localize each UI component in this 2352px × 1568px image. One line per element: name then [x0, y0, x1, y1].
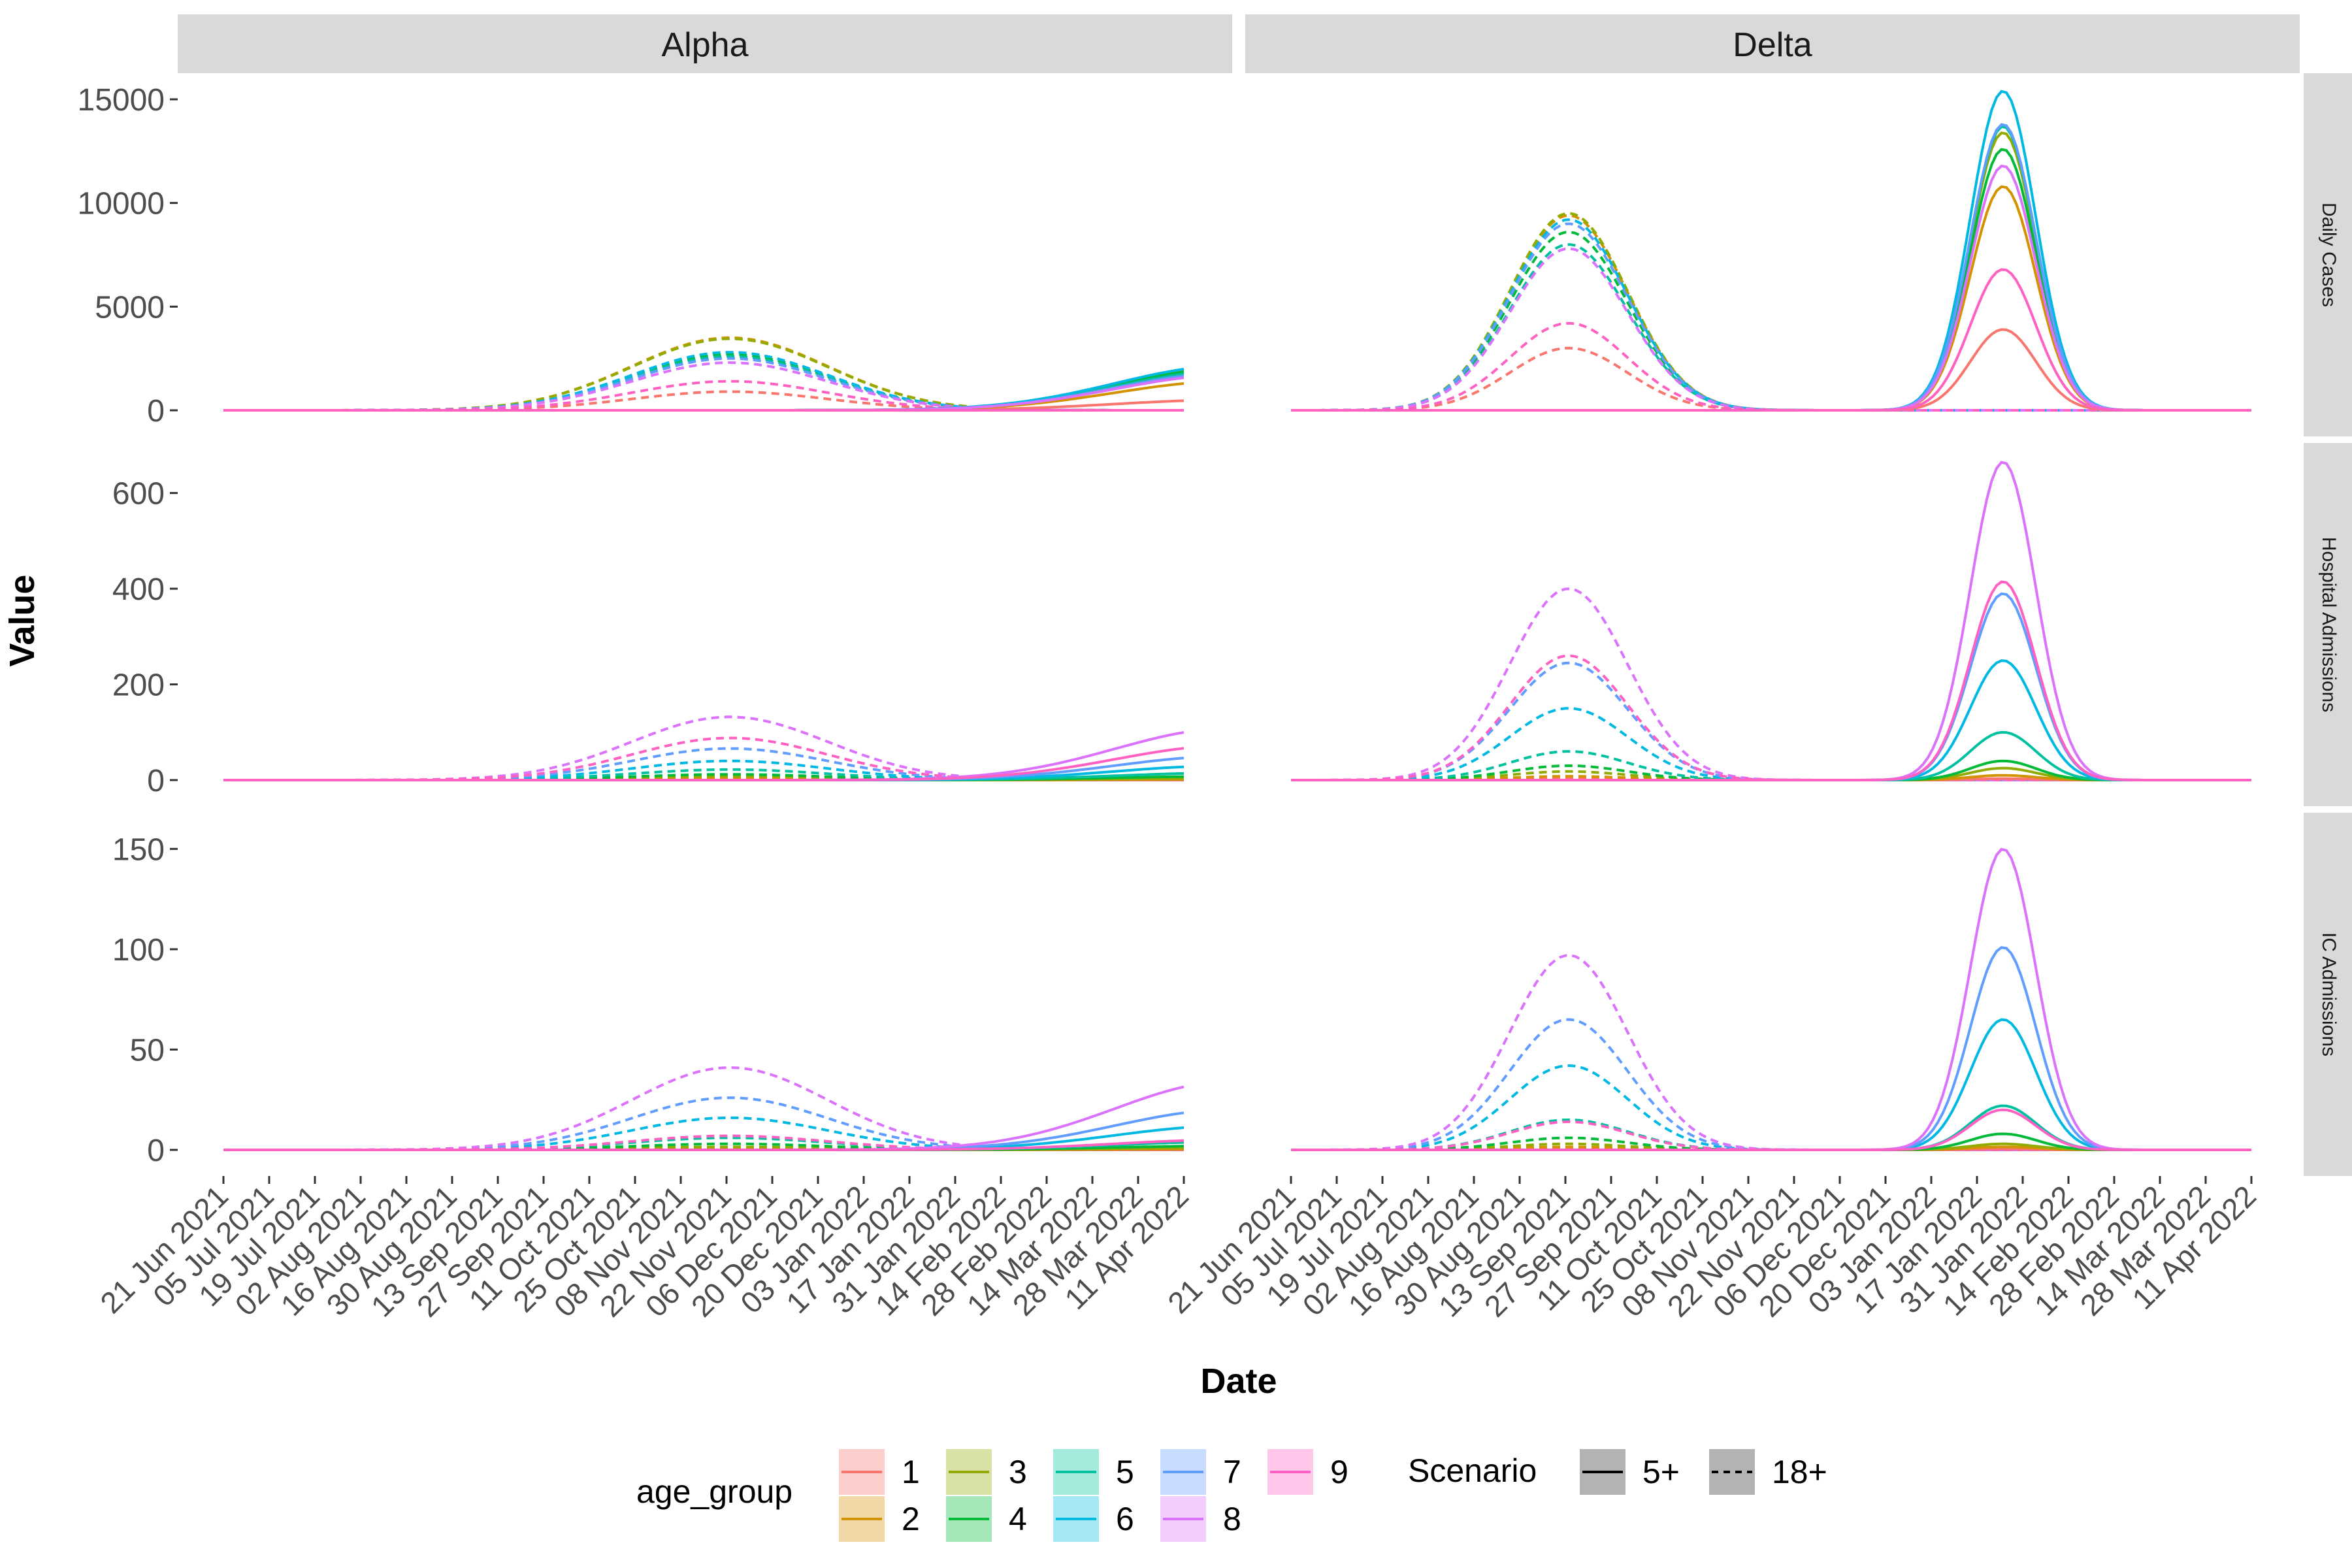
legend-label-age-6: 6: [1116, 1501, 1134, 1537]
legend-label-age-7: 7: [1223, 1454, 1241, 1490]
series-group-alpha-ic-admissions-5: [223, 1085, 1184, 1151]
panel-alpha-hospital-admissions: [178, 443, 1232, 806]
series-line-age-9: [1291, 268, 2251, 412]
y-tick-label: 400: [112, 572, 165, 607]
series-group-delta-ic-admissions-5: [1291, 847, 2251, 1151]
strip-daily-cases: [2304, 73, 2352, 436]
facet-strips: Alpha Delta Daily Cases Hospital Admissions…: [178, 14, 2352, 1176]
series-group-delta-hospital-admissions-5: [1291, 461, 2251, 781]
strip-label-hospital-admissions: Hospital Admissions: [2318, 537, 2340, 712]
strip-label-delta: Delta: [1733, 26, 1812, 64]
series-line-age-9: [223, 747, 1184, 781]
strip-delta: [1245, 14, 2300, 74]
legend-label-scenario-18: 18+: [1772, 1454, 1827, 1490]
strip-label-daily-cases: Daily Cases: [2318, 203, 2340, 307]
y-tick-label: 150: [112, 832, 165, 867]
y-axes: 0 5000 10000 15000 0 200 400 600 0 50 100 150: [78, 83, 178, 1168]
legend-label-age-5: 5: [1116, 1454, 1134, 1490]
panel-alpha-daily-cases: [178, 73, 1232, 436]
legend-title-age-group: age_group: [636, 1473, 792, 1510]
legend-label-age-1: 1: [902, 1454, 920, 1490]
series-lines: [223, 90, 2251, 1151]
strip-hospital-admissions: [2304, 443, 2352, 806]
panel-alpha-ic-admissions: [178, 813, 1232, 1176]
y-tick-label: 0: [147, 394, 165, 429]
facet-panels: [178, 73, 2300, 1176]
series-group-alpha-daily-cases-5: [223, 368, 1184, 412]
y-tick-label: 0: [147, 1134, 165, 1168]
legend-label-age-8: 8: [1223, 1501, 1241, 1537]
y-tick-label: 100: [112, 933, 165, 968]
series-line-age-9: [1291, 321, 2251, 412]
y-axis-title: Value: [3, 574, 42, 666]
strip-label-ic-admissions: IC Admissions: [2318, 932, 2340, 1056]
series-line-age-9: [223, 1139, 1184, 1151]
strip-alpha: [178, 14, 1232, 74]
panel-delta-daily-cases: [1245, 73, 2300, 436]
x-axis-title: Date: [1200, 1362, 1277, 1401]
series-line-age-9: [1291, 580, 2251, 781]
strip-label-alpha: Alpha: [662, 26, 749, 64]
legend-label-age-3: 3: [1009, 1454, 1027, 1490]
panel-delta-hospital-admissions: [1245, 443, 2300, 806]
legend-label-age-2: 2: [902, 1501, 920, 1537]
y-tick-label: 50: [130, 1033, 165, 1068]
series-group-delta-daily-cases-5: [1291, 90, 2251, 412]
legend-title-scenario: Scenario: [1408, 1452, 1537, 1489]
series-line-age-9: [1291, 1108, 2251, 1151]
series-group-alpha-hospital-admissions-5: [223, 731, 1184, 781]
y-tick-label: 200: [112, 668, 165, 703]
y-tick-label: 10000: [78, 187, 165, 221]
legend-label-scenario-5: 5+: [1642, 1454, 1680, 1490]
legend: age_group Scenario 1 2 3 4 5 6 7 8 9 5+ 18+: [636, 1449, 1827, 1542]
y-tick-label: 600: [112, 477, 165, 512]
panel-delta-ic-admissions: [1245, 813, 2300, 1176]
legend-label-age-4: 4: [1009, 1501, 1027, 1537]
y-tick-label: 15000: [78, 83, 165, 118]
y-tick-label: 5000: [95, 290, 165, 325]
y-tick-label: 0: [147, 764, 165, 798]
legend-label-age-9: 9: [1330, 1454, 1348, 1490]
strip-ic-admissions: [2304, 813, 2352, 1176]
